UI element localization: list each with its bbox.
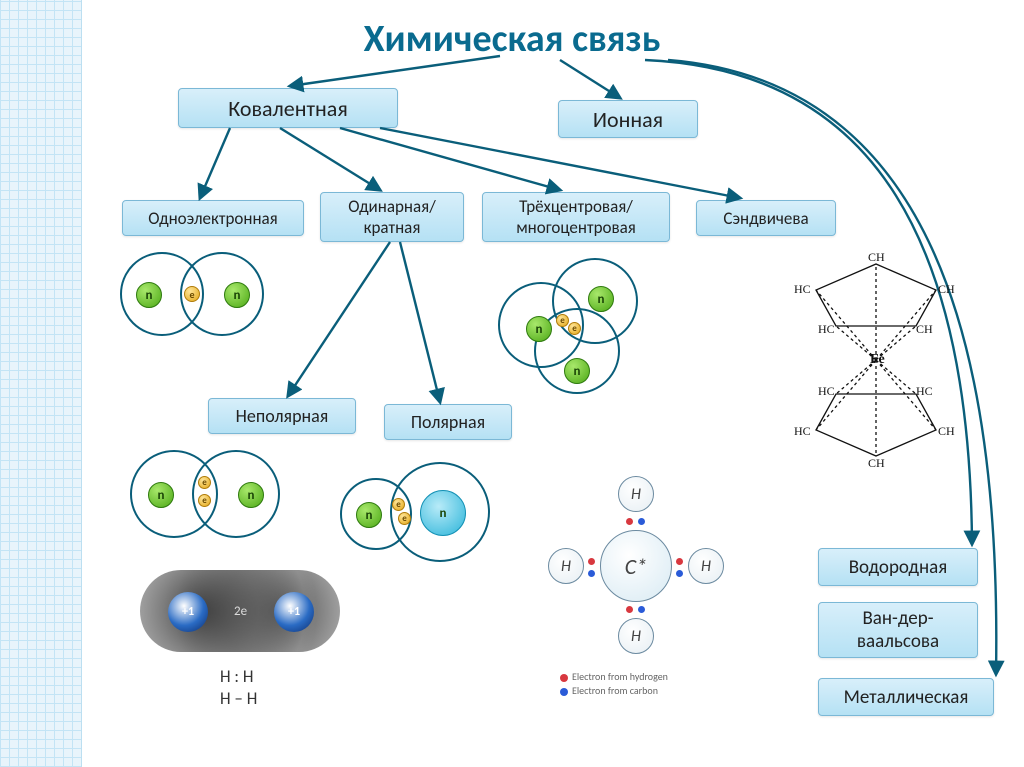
node-hydrogen: Водородная xyxy=(818,548,978,586)
node-nonpolar: Неполярная xyxy=(208,398,356,434)
node-ionic: Ионная xyxy=(558,100,698,138)
node-covalent: Ковалентная xyxy=(178,88,398,128)
diagram-one-electron: n n e xyxy=(120,252,290,342)
diagram-ferrocene: Fe CH CH CH HC HC CH CH HC HC HC xyxy=(776,256,976,466)
node-three-center: Трёхцентровая/ многоцентровая xyxy=(482,192,670,242)
node-polar: Полярная xyxy=(384,404,512,440)
node-metallic: Металлическая xyxy=(818,678,994,716)
diagram-polar: n n e e xyxy=(340,462,540,572)
page-title: Химическая связь xyxy=(0,16,1024,62)
diagram-ch4: C* H H H H Electron from hydrogen Electr… xyxy=(540,470,760,700)
node-one-electron: Одноэлектронная xyxy=(122,200,304,236)
node-vdw: Ван-дер- ваальсова xyxy=(818,602,978,658)
diagram-cloud-h2: +1 +1 2e H : H H – H xyxy=(140,570,360,740)
diagram-three-center: n n n e e xyxy=(498,258,668,398)
decorative-sidebar xyxy=(0,0,82,767)
diagram-nonpolar: n n e e xyxy=(130,450,310,544)
node-sandwich: Сэндвичева xyxy=(696,200,836,236)
node-single-multiple: Одинарная/ кратная xyxy=(320,192,464,242)
